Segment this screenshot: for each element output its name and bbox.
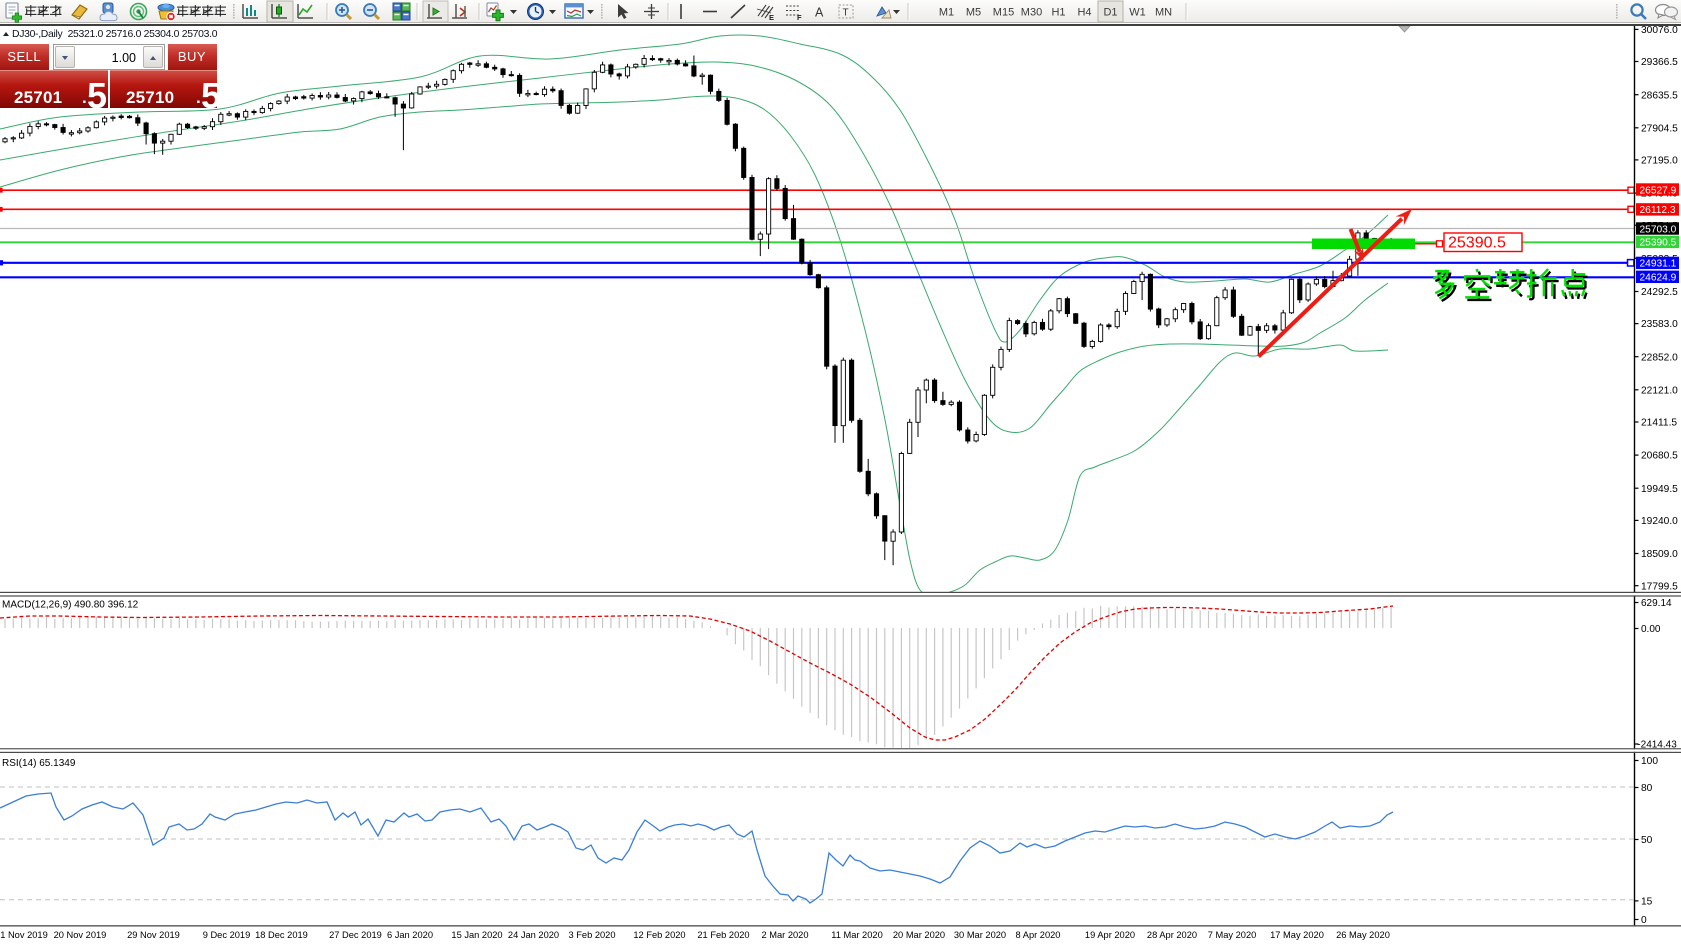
svg-text:RSI(14) 65.1349: RSI(14) 65.1349 [2, 758, 76, 769]
svg-text:22121.0: 22121.0 [1641, 385, 1678, 396]
svg-text:30076.0: 30076.0 [1641, 25, 1678, 36]
svg-text:E: E [769, 13, 774, 22]
svg-text:21 Feb 2020: 21 Feb 2020 [697, 930, 749, 940]
svg-text:H1: H1 [1051, 7, 1065, 19]
svg-text:M15: M15 [993, 7, 1014, 19]
svg-text:28635.5: 28635.5 [1641, 90, 1678, 101]
svg-text:0.00: 0.00 [1641, 624, 1661, 635]
svg-text:25390.5: 25390.5 [1640, 238, 1677, 249]
svg-text:H4: H4 [1077, 7, 1091, 19]
svg-text:M30: M30 [1021, 7, 1042, 19]
svg-text:18509.0: 18509.0 [1641, 549, 1678, 560]
svg-text:20 Nov 2019: 20 Nov 2019 [54, 930, 107, 940]
svg-text:24931.1: 24931.1 [1640, 259, 1677, 270]
svg-text:2 Mar 2020: 2 Mar 2020 [761, 930, 808, 940]
svg-text:24292.5: 24292.5 [1641, 287, 1678, 298]
svg-text:MN: MN [1155, 7, 1172, 19]
svg-text:T: T [843, 8, 849, 19]
svg-text:15: 15 [1641, 897, 1653, 908]
svg-text:6 Jan 2020: 6 Jan 2020 [387, 930, 433, 940]
svg-text:-2414.43: -2414.43 [1637, 740, 1677, 751]
svg-text:19949.5: 19949.5 [1641, 484, 1678, 495]
svg-text:18 Dec 2019: 18 Dec 2019 [255, 930, 308, 940]
svg-text:25703.0: 25703.0 [1640, 224, 1677, 235]
svg-text:12 Feb 2020: 12 Feb 2020 [633, 930, 685, 940]
svg-text:24 Jan 2020: 24 Jan 2020 [508, 930, 559, 940]
svg-text:3 Feb 2020: 3 Feb 2020 [568, 930, 615, 940]
svg-text:M5: M5 [966, 7, 981, 19]
svg-text:7 May 2020: 7 May 2020 [1208, 930, 1257, 940]
svg-text:26 May 2020: 26 May 2020 [1336, 930, 1390, 940]
svg-text:24624.9: 24624.9 [1640, 273, 1677, 284]
svg-text:F: F [797, 13, 802, 22]
svg-text:100: 100 [1641, 756, 1658, 767]
svg-text:D1: D1 [1103, 7, 1117, 19]
svg-text:17799.5: 17799.5 [1641, 581, 1678, 592]
svg-text:11 Mar 2020: 11 Mar 2020 [831, 930, 883, 940]
svg-text:30 Mar 2020: 30 Mar 2020 [954, 930, 1006, 940]
svg-text:A: A [815, 6, 824, 20]
svg-text:22852.0: 22852.0 [1641, 352, 1678, 363]
svg-text:25390.5: 25390.5 [1448, 235, 1506, 252]
svg-text:MACD(12,26,9) 490.80 396.12: MACD(12,26,9) 490.80 396.12 [2, 600, 139, 611]
svg-text:1 Nov 2019: 1 Nov 2019 [0, 930, 48, 940]
svg-text:20680.5: 20680.5 [1641, 451, 1678, 462]
svg-text:29 Nov 2019: 29 Nov 2019 [127, 930, 180, 940]
svg-text:27904.5: 27904.5 [1641, 123, 1678, 134]
svg-text:23583.0: 23583.0 [1641, 319, 1678, 330]
svg-text:19240.0: 19240.0 [1641, 516, 1678, 527]
svg-text:20 Mar 2020: 20 Mar 2020 [893, 930, 945, 940]
svg-text:0: 0 [1641, 915, 1647, 926]
svg-text:29366.5: 29366.5 [1641, 57, 1678, 68]
svg-text:M1: M1 [939, 7, 954, 19]
svg-text:W1: W1 [1129, 7, 1146, 19]
svg-text:80: 80 [1641, 783, 1653, 794]
svg-text:21411.5: 21411.5 [1641, 418, 1677, 429]
svg-text:26527.9: 26527.9 [1640, 185, 1677, 196]
svg-text:17 May 2020: 17 May 2020 [1270, 930, 1324, 940]
svg-text:50: 50 [1641, 835, 1653, 846]
svg-text:9 Dec 2019: 9 Dec 2019 [203, 930, 251, 940]
svg-text:8 Apr 2020: 8 Apr 2020 [1016, 930, 1061, 940]
svg-text:27195.0: 27195.0 [1641, 156, 1678, 167]
svg-text:15 Jan 2020: 15 Jan 2020 [451, 930, 502, 940]
svg-text:629.14: 629.14 [1641, 598, 1672, 609]
svg-text:28 Apr 2020: 28 Apr 2020 [1147, 930, 1197, 940]
svg-text:19 Apr 2020: 19 Apr 2020 [1085, 930, 1135, 940]
svg-text:26112.3: 26112.3 [1640, 205, 1676, 216]
svg-text:27 Dec 2019: 27 Dec 2019 [329, 930, 382, 940]
